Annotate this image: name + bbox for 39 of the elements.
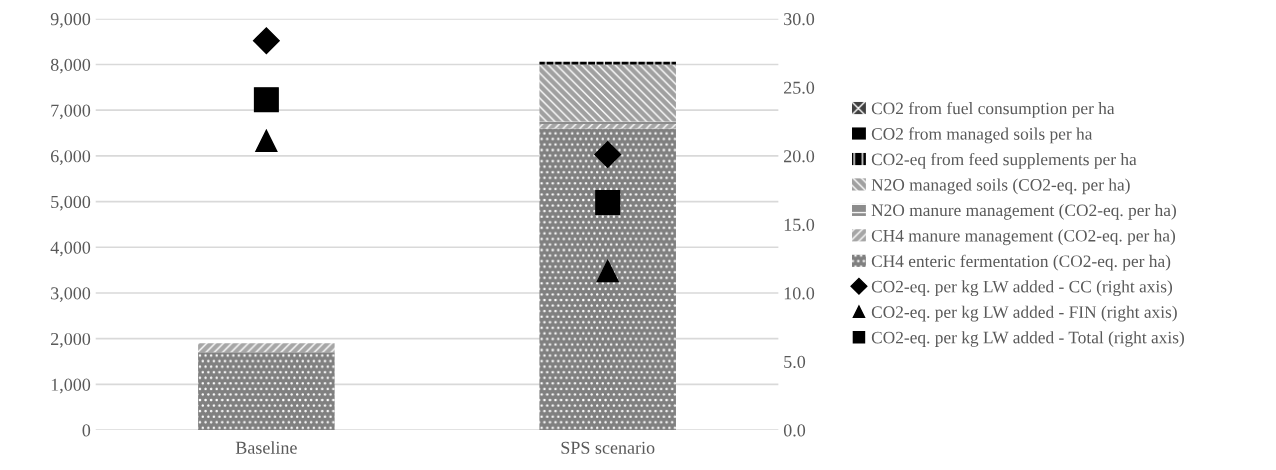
point (594, 141, 622, 168)
bar (198, 352, 335, 431)
y-tick-label: 0 (82, 424, 91, 437)
legend-label: CO2-eq. per kg LW added - FIN (right axis) (871, 305, 1177, 322)
y2-tick-label: 10.0 (784, 287, 815, 300)
y2-tick-label: 30.0 (784, 13, 815, 26)
y-tick-label: 8,000 (50, 58, 91, 74)
legend-label: N2O manure management (CO2-eq. per ha) (871, 203, 1176, 220)
y2-tick-label: 20.0 (784, 150, 815, 163)
bar (198, 343, 335, 353)
point (596, 259, 619, 283)
legend-label: CO2-eq from feed supplements per ha (871, 152, 1137, 169)
point (253, 87, 279, 113)
point (595, 189, 621, 215)
y2-tick-label: 15.0 (784, 218, 815, 231)
y2-tick-label: 0.0 (783, 424, 806, 437)
y-tick-label: 4,000 (50, 241, 91, 257)
x-tick-label: Baseline (235, 441, 297, 454)
x-tick-label: SPS scenario (561, 441, 655, 454)
y-tick-label: 3,000 (51, 287, 91, 303)
y-tick-label: 5,000 (51, 195, 91, 211)
y-tick-label: 6,000 (50, 150, 91, 165)
bar (539, 64, 676, 122)
legend-label: N2O managed soils (CO2-eq. per ha) (871, 178, 1130, 195)
legend-label: CO2-eq. per kg LW added - CC (right axis) (871, 280, 1173, 297)
point (255, 129, 278, 152)
y-tick-label: 2,000 (51, 332, 91, 348)
y2-tick-label: 25.0 (784, 81, 815, 94)
y-tick-label: 9,000 (50, 13, 91, 28)
legend-label: CO2 from fuel consumption per ha (871, 101, 1115, 118)
y-tick-label: 7,000 (51, 104, 91, 120)
legend-label: CO2-eq. per kg LW added - Total (right axis) (871, 331, 1184, 347)
bar (539, 128, 676, 431)
legend-label: CH4 manure management (CO2-eq. per ha) (871, 229, 1176, 246)
y-tick-label: 1,000 (51, 378, 91, 394)
point (252, 27, 280, 55)
legend-label: CH4 enteric fermentation (CO2-eq. per ha) (871, 254, 1171, 271)
legend-label: CO2 from managed soils per ha (871, 127, 1093, 144)
y2-tick-label: 5.0 (784, 355, 806, 369)
